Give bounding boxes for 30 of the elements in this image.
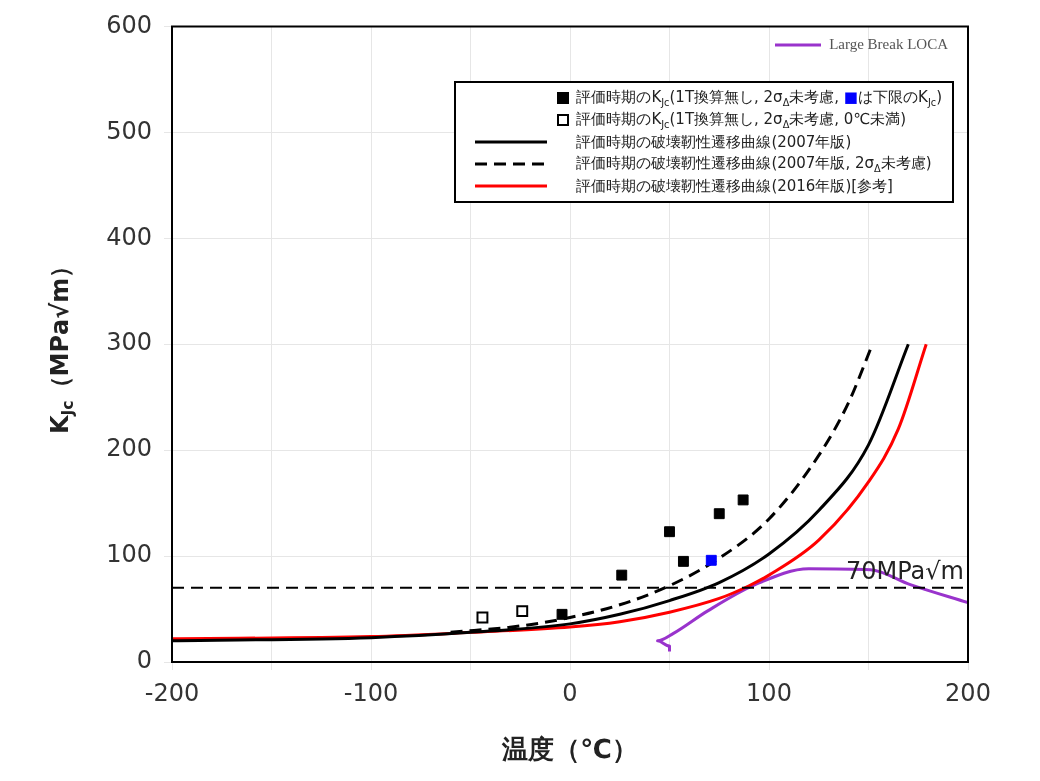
x-tick-label: 100 bbox=[746, 678, 792, 707]
point bbox=[677, 555, 689, 567]
x-tick-label: -200 bbox=[144, 678, 200, 707]
text: KJc（MPa√m） bbox=[46, 253, 78, 435]
ref-line-label: 70MPa√m bbox=[845, 557, 964, 586]
point bbox=[664, 526, 675, 538]
text: 評価時期のK$_{Jc}$(1T換算無し, 2σ$_{Δ}$未考慮, ■は下限のK$_{Jc}$) bbox=[576, 88, 942, 109]
x-axis-title: 温度（℃） bbox=[501, 734, 638, 764]
x-tick-label: 200 bbox=[945, 678, 991, 707]
y-tick-label: 600 bbox=[106, 10, 152, 39]
y-tick-label: 400 bbox=[106, 222, 152, 251]
y-tick-label: 200 bbox=[106, 434, 152, 463]
point bbox=[516, 605, 529, 618]
legend-label: Large Break LOCA bbox=[829, 36, 948, 54]
y-tick-label: 500 bbox=[106, 116, 152, 145]
point bbox=[713, 508, 725, 520]
y-tick-label: 300 bbox=[106, 328, 152, 357]
point bbox=[616, 569, 628, 581]
legend-label: 評価時期の破壊靭性遷移曲線(2007年版) bbox=[576, 132, 852, 152]
legend-label: 評価時期の破壊靭性遷移曲線(2007年版, 2σ$_{Δ}$未考慮) bbox=[576, 154, 932, 175]
point bbox=[705, 554, 717, 566]
x-tick-label: 0 bbox=[562, 678, 578, 707]
legend-label: 評価時期のK$_{Jc}$(1T換算無し, 2σ$_{Δ}$未考慮, 0℃未満) bbox=[576, 110, 907, 131]
point bbox=[737, 494, 749, 506]
y-tick-label: 0 bbox=[136, 646, 152, 675]
point bbox=[476, 611, 489, 624]
legend-label: 評価時期の破壊靭性遷移曲線(2016年版)[参考] bbox=[576, 176, 893, 196]
x-tick-label: -100 bbox=[343, 678, 399, 707]
point bbox=[556, 608, 568, 620]
y-tick-label: 100 bbox=[106, 540, 152, 569]
